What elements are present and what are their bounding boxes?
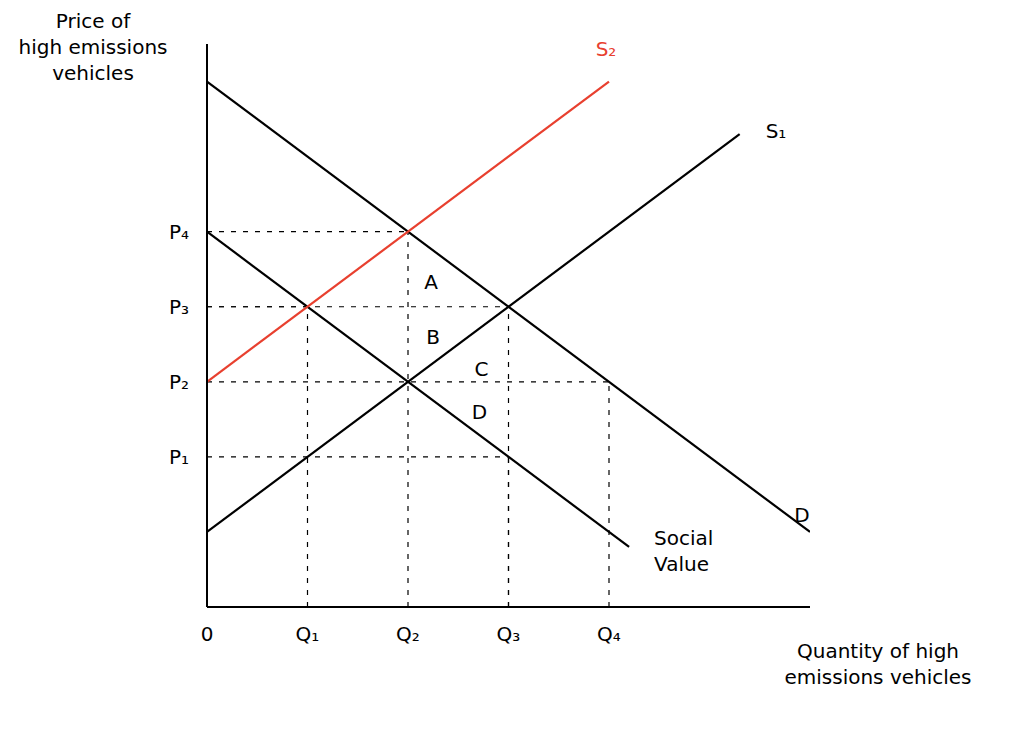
svg-text:P₃: P₃	[169, 295, 189, 319]
svg-text:Q₁: Q₁	[296, 622, 320, 646]
svg-text:C: C	[474, 356, 488, 380]
svg-text:P₁: P₁	[169, 445, 189, 469]
svg-text:B: B	[426, 324, 440, 348]
svg-text:Q₄: Q₄	[597, 622, 621, 646]
svg-text:0: 0	[201, 622, 214, 646]
svg-text:Q₃: Q₃	[497, 622, 521, 646]
svg-text:SocialValue: SocialValue	[654, 525, 713, 575]
svg-text:P₂: P₂	[169, 370, 189, 394]
svg-text:S₁: S₁	[766, 119, 787, 143]
svg-text:D: D	[794, 502, 809, 526]
svg-text:S₂: S₂	[596, 36, 617, 60]
html-text:Price of high emissions vehicl: Price of high emissions vehicles	[18, 9, 168, 85]
svg-text:A: A	[424, 269, 438, 293]
svg-text:D: D	[472, 399, 487, 423]
svg-text:Q₂: Q₂	[396, 622, 420, 646]
html-text:Quantity of high emissions veh: Quantity of high emissions vehicles	[784, 639, 972, 689]
svg-text:P₄: P₄	[169, 220, 189, 244]
